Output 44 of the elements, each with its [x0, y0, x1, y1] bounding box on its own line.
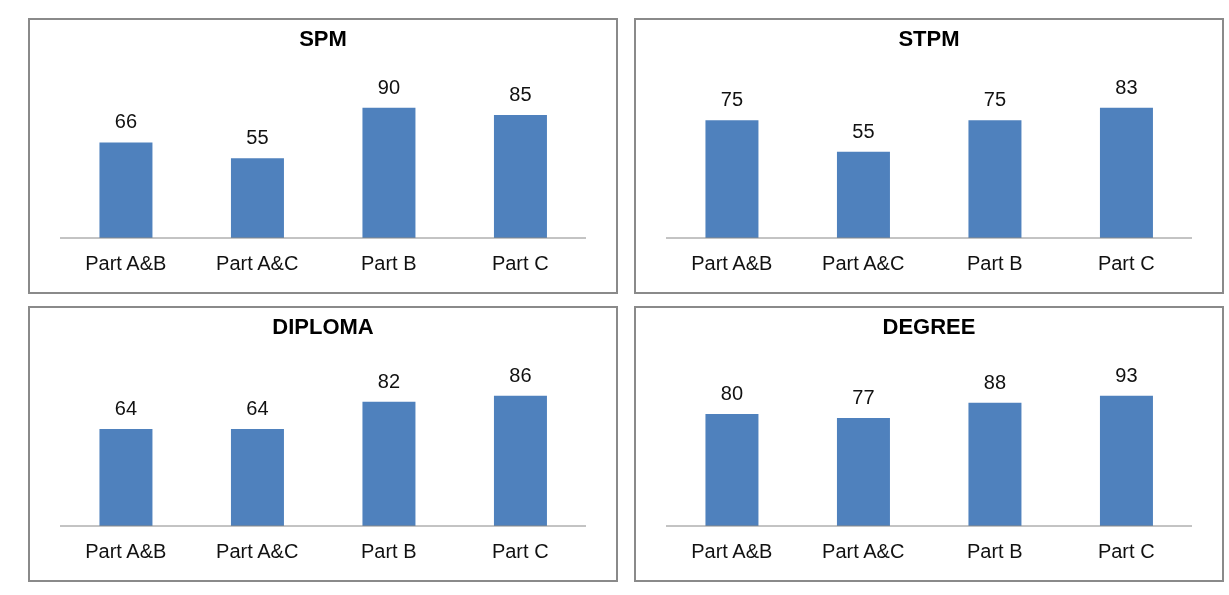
data-label: 64: [114, 397, 138, 420]
data-label: 86: [509, 363, 532, 386]
x-tick-label: Part A&B: [85, 540, 167, 563]
x-tick-label: Part C: [1097, 540, 1155, 563]
chart-title: DIPLOMA: [271, 314, 375, 341]
data-label: 93: [1115, 363, 1138, 386]
data-label: 85: [509, 82, 532, 105]
data-label: 82: [377, 369, 401, 392]
x-tick-label: Part C: [491, 540, 549, 563]
bar: [705, 413, 759, 526]
data-label: 90: [377, 75, 401, 98]
x-tick-label: Part A&C: [216, 540, 299, 563]
chart-title: DEGREE: [881, 314, 977, 341]
x-tick-label: Part C: [1097, 252, 1155, 275]
chart-title: STPM: [897, 26, 961, 53]
x-tick-label: Part A&B: [691, 540, 773, 563]
data-label: 88: [983, 370, 1007, 393]
x-tick-label: Part B: [360, 540, 417, 563]
x-tick-label: Part A&B: [85, 252, 167, 275]
bar: [493, 114, 547, 238]
x-tick-label: Part C: [491, 252, 549, 275]
x-tick-label: Part B: [966, 540, 1023, 563]
x-tick-label: Part A&B: [691, 252, 773, 275]
data-label: 75: [983, 88, 1007, 111]
data-label: 55: [246, 126, 269, 149]
chart-title: SPM: [298, 26, 348, 53]
bar: [836, 418, 890, 526]
bar: [968, 402, 1022, 526]
bar: [230, 158, 284, 238]
bar: [362, 107, 416, 238]
x-tick-label: Part A&C: [822, 252, 905, 275]
x-tick-label: Part B: [966, 252, 1023, 275]
data-label: 83: [1115, 75, 1138, 98]
data-label: 80: [720, 381, 744, 404]
data-label: 55: [852, 119, 875, 142]
data-label: 66: [114, 110, 138, 133]
bar: [99, 142, 153, 238]
data-label: 77: [852, 386, 875, 409]
bar: [1099, 395, 1153, 526]
x-tick-label: Part B: [360, 252, 417, 275]
x-tick-label: Part A&C: [822, 540, 905, 563]
data-label: 64: [246, 397, 269, 420]
x-tick-label: Part A&C: [216, 252, 299, 275]
data-label: 75: [720, 88, 744, 111]
